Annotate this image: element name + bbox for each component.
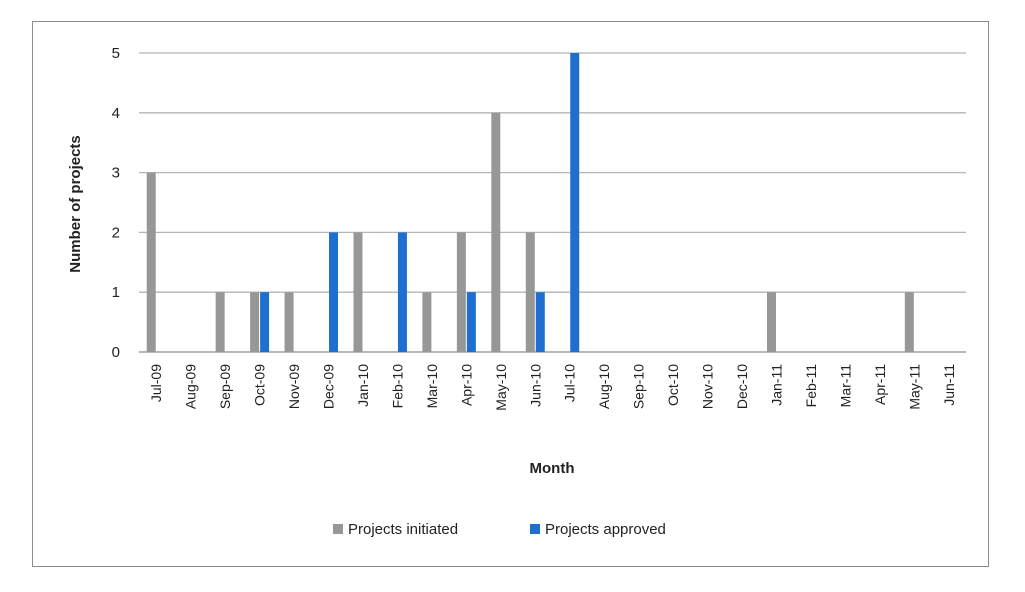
x-tick-labels: Jul-09 Aug-09 Sep-09 Oct-09 Nov-09 Dec-09 Jan-… — [148, 364, 957, 411]
bar-approved — [570, 53, 580, 352]
bar-initiated — [215, 292, 225, 352]
y-tick-label: 5 — [112, 45, 120, 62]
x-tick-label: Jun-11 — [941, 364, 957, 406]
x-tick-label: Aug-10 — [596, 364, 612, 409]
bar-approved — [260, 292, 270, 352]
x-tick-label: Nov-09 — [286, 364, 302, 409]
x-tick-label: Sep-10 — [631, 364, 647, 409]
y-tick-label: 4 — [112, 105, 120, 122]
x-tick-label: May-11 — [906, 364, 922, 410]
bar-approved — [397, 232, 407, 352]
x-tick-label: Oct-10 — [665, 364, 681, 406]
x-tick-label: Oct-09 — [252, 364, 268, 406]
x-tick-label: Jun-10 — [527, 364, 543, 407]
bar-initiated — [491, 112, 501, 352]
x-tick-label: Sep-09 — [217, 364, 233, 409]
x-tick-label: Dec-10 — [734, 364, 750, 409]
bars — [146, 53, 914, 352]
x-tick-label: Mar-11 — [837, 364, 853, 408]
x-tick-label: Apr-11 — [872, 364, 888, 405]
legend-label: Projects approved — [545, 521, 666, 538]
x-tick-label: Feb-10 — [389, 364, 405, 409]
x-tick-label: Feb-11 — [803, 364, 819, 408]
y-axis-title: Number of projects — [67, 135, 84, 273]
bar-initiated — [146, 172, 156, 352]
x-tick-label: Jan-11 — [768, 364, 784, 406]
x-tick-label: Jan-10 — [355, 364, 371, 407]
bar-initiated — [456, 232, 466, 352]
bar-approved — [535, 292, 545, 352]
legend-swatch — [333, 524, 343, 534]
x-tick-label: Nov-10 — [700, 364, 716, 409]
bar-initiated — [353, 232, 363, 352]
x-tick-label: Jul-09 — [148, 364, 164, 402]
bar-approved — [466, 292, 476, 352]
bar-initiated — [422, 292, 432, 352]
x-tick-label: May-10 — [493, 364, 509, 411]
bar-initiated — [904, 292, 914, 352]
bar-initiated — [284, 292, 294, 352]
bar-approved — [329, 232, 339, 352]
y-tick-label: 0 — [112, 344, 120, 361]
y-tick-label: 3 — [112, 165, 120, 182]
bar-initiated — [250, 292, 260, 352]
x-tick-label: Mar-10 — [424, 364, 440, 409]
chart-frame — [32, 21, 989, 567]
y-tick-label: 1 — [112, 284, 120, 301]
bar-initiated — [525, 232, 535, 352]
gridlines — [139, 52, 966, 353]
legend-swatch — [530, 524, 540, 534]
x-tick-label: Apr-10 — [458, 364, 474, 406]
x-tick-label: Jul-10 — [562, 364, 578, 402]
x-axis-title: Month — [530, 460, 575, 477]
y-tick-labels: 0 1 2 3 4 5 — [112, 45, 120, 361]
bar-initiated — [766, 292, 776, 352]
legend-label: Projects initiated — [348, 521, 458, 538]
legend: Projects initiated Projects approved — [333, 521, 666, 538]
x-tick-label: Dec-09 — [321, 364, 337, 409]
y-tick-label: 2 — [112, 224, 120, 241]
x-tick-label: Aug-09 — [183, 364, 199, 409]
